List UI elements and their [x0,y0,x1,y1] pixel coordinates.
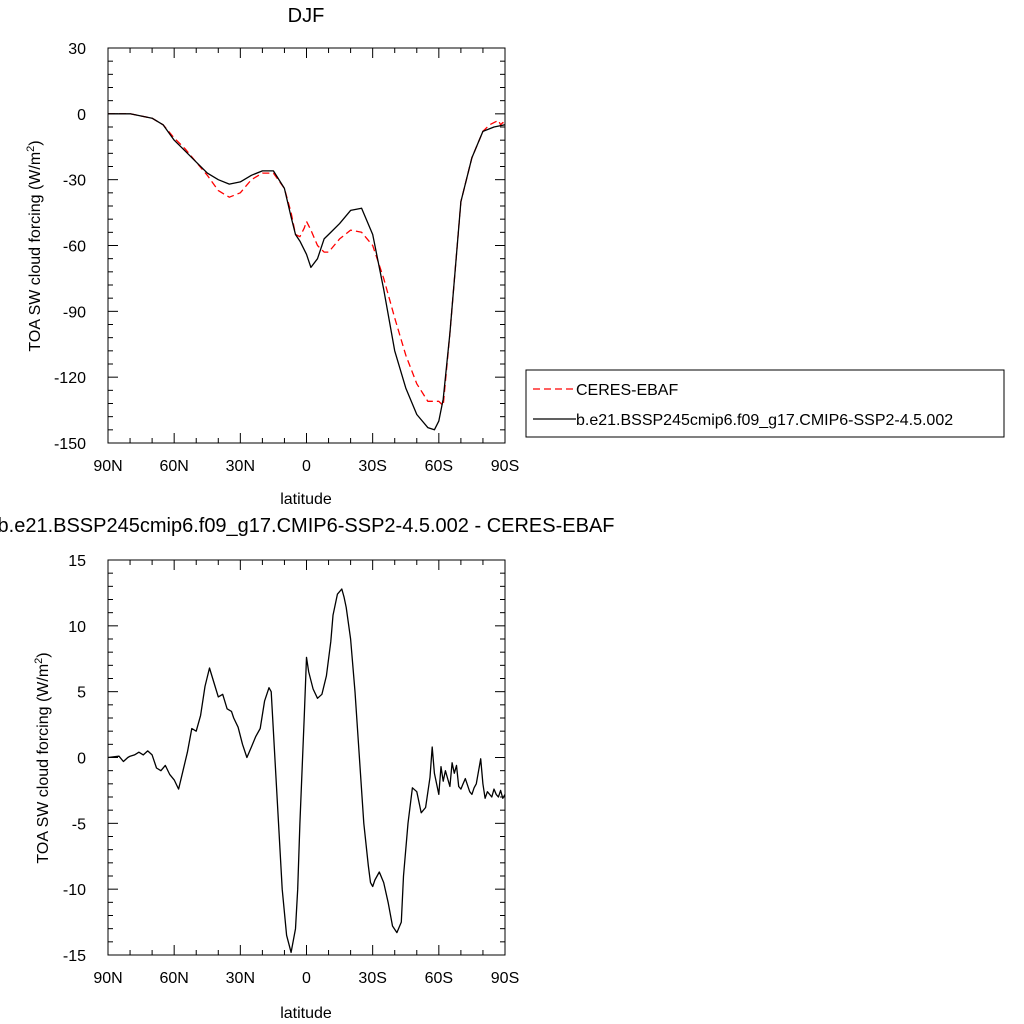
bottom-x-tick-label: 0 [302,970,311,987]
bottom-y-label-main: TOA SW cloud forcing (W/m [35,664,52,864]
bottom-x-axis-label: latitude [280,1005,332,1022]
bottom-x-tick-label: 30S [358,970,386,987]
legend-label-model: b.e21.BSSP245cmip6.f09_g17.CMIP6-SSP2-4.… [576,412,953,429]
top-y-label-main: TOA SW cloud forcing (W/m [27,152,44,352]
bottom-y-label-sup: 2 [33,658,45,664]
bottom-y-tick-label: -15 [63,948,86,965]
top-x-tick-label: 60S [425,458,453,475]
top-y-tick-label: -120 [54,370,86,387]
bottom-y-tick-label: 0 [77,751,86,768]
top-plot-area: 90N 60N 30N 0 30S 60S 90S 30 0 -30 -60 -90 -120 -150 [54,41,519,475]
top-series-line-model [108,113,506,431]
top-y-tick-label: -60 [63,239,86,256]
bottom-series-line-model [107,588,506,954]
top-y-tick-label: 30 [68,41,86,58]
top-x-axis-label: latitude [280,491,332,508]
bottom-y-tick-label: -5 [72,816,86,833]
top-chart-title: DJF [288,5,325,27]
bottom-x-tick-label: 90S [491,970,519,987]
top-x-tick-label: 60N [159,458,188,475]
bottom-chart-title: b.e21.BSSP245cmip6.f09_g17.CMIP6-SSP2-4.… [0,515,614,537]
top-series-line-ceres-ebaf [108,113,506,407]
bottom-y-tick-label: 15 [68,553,86,570]
bottom-x-tick-label: 30N [226,970,255,987]
top-x-tick-label: 90S [491,458,519,475]
legend-box [525,369,1005,438]
bottom-x-tick-label: 60N [159,970,188,987]
top-x-tick-label: 90N [93,458,122,475]
top-panel: DJF 90N 60N 30N 0 30S 60S 90S 30 0 -30 -60 -90 -120 -… [25,5,1005,508]
bottom-x-tick-label: 90N [93,970,122,987]
legend: CERES-EBAF b.e21.BSSP245cmip6.f09_g17.CM… [525,369,1005,438]
top-x-tick-label: 0 [302,458,311,475]
top-y-tick-label: -90 [63,304,86,321]
bottom-y-tick-label: 5 [77,685,86,702]
bottom-panel: b.e21.BSSP245cmip6.f09_g17.CMIP6-SSP2-4.… [0,515,614,1022]
top-y-tick-label: -30 [63,173,86,190]
bottom-x-tick-label: 60S [425,970,453,987]
top-y-axis-label: TOA SW cloud forcing (W/m2) [25,140,44,351]
top-y-tick-label: -150 [54,436,86,453]
top-y-label-tail: ) [27,140,44,145]
top-x-tick-label: 30N [226,458,255,475]
bottom-y-axis-label: TOA SW cloud forcing (W/m2) [33,652,52,863]
bottom-plot-frame [107,559,506,956]
top-plot-frame [107,47,506,444]
top-y-tick-label: 0 [77,107,86,124]
bottom-y-tick-label: -10 [63,882,86,899]
bottom-y-tick-label: 10 [68,619,86,636]
top-y-label-sup: 2 [25,146,37,152]
legend-label-ceres: CERES-EBAF [576,382,678,399]
bottom-y-label-tail: ) [35,652,52,657]
bottom-plot-area: 90N 60N 30N 0 30S 60S 90S 15 10 5 0 -5 -10 -15 [63,553,519,987]
top-x-tick-label: 30S [358,458,386,475]
